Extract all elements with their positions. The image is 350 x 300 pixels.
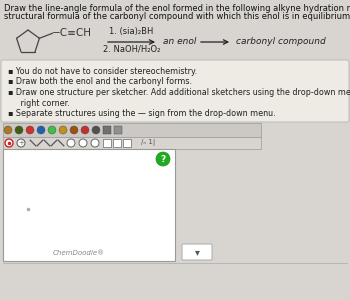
Bar <box>103 126 111 134</box>
Text: ?: ? <box>160 154 166 164</box>
Bar <box>3 149 175 261</box>
Circle shape <box>15 126 23 134</box>
Text: structural formula of the carbonyl compound with which this enol is in equilibri: structural formula of the carbonyl compo… <box>4 12 350 21</box>
Text: ▾: ▾ <box>195 247 200 257</box>
Text: −C≡CH: −C≡CH <box>51 28 91 38</box>
Circle shape <box>70 126 78 134</box>
Bar <box>103 139 111 147</box>
Text: +: + <box>18 140 24 146</box>
Circle shape <box>5 139 13 147</box>
Text: an enol: an enol <box>163 37 196 46</box>
Bar <box>3 123 261 137</box>
Bar <box>123 139 131 147</box>
Circle shape <box>26 126 34 134</box>
Circle shape <box>37 126 45 134</box>
Circle shape <box>79 139 87 147</box>
Bar <box>113 139 121 147</box>
Text: /ₙ 1|: /ₙ 1| <box>141 140 155 146</box>
Circle shape <box>17 139 25 147</box>
Circle shape <box>91 139 99 147</box>
FancyBboxPatch shape <box>1 60 349 122</box>
Text: ▪ Draw both the enol and the carbonyl forms.: ▪ Draw both the enol and the carbonyl fo… <box>8 77 192 86</box>
FancyBboxPatch shape <box>182 244 212 260</box>
Circle shape <box>4 126 12 134</box>
Circle shape <box>67 139 75 147</box>
Text: ChemDoodle®: ChemDoodle® <box>53 250 105 256</box>
Bar <box>114 126 122 134</box>
Text: ▪ You do not have to consider stereochemistry.: ▪ You do not have to consider stereochem… <box>8 67 197 76</box>
Text: Draw the line-angle formula of the enol formed in the following alkyne hydration: Draw the line-angle formula of the enol … <box>4 4 350 13</box>
Circle shape <box>81 126 89 134</box>
Text: ▪ Draw one structure per sketcher. Add additional sketchers using the drop-down : ▪ Draw one structure per sketcher. Add a… <box>8 88 350 97</box>
Text: 2. NaOH/H₂O₂: 2. NaOH/H₂O₂ <box>103 44 160 53</box>
Text: right corner.: right corner. <box>8 98 70 107</box>
Text: carbonyl compound: carbonyl compound <box>236 37 326 46</box>
Text: ▪ Separate structures using the — sign from the drop-down menu.: ▪ Separate structures using the — sign f… <box>8 109 276 118</box>
Circle shape <box>59 126 67 134</box>
Bar <box>3 137 261 149</box>
Circle shape <box>48 126 56 134</box>
Text: 1. (sia)₂BH: 1. (sia)₂BH <box>109 27 154 36</box>
Circle shape <box>156 152 170 166</box>
Circle shape <box>92 126 100 134</box>
